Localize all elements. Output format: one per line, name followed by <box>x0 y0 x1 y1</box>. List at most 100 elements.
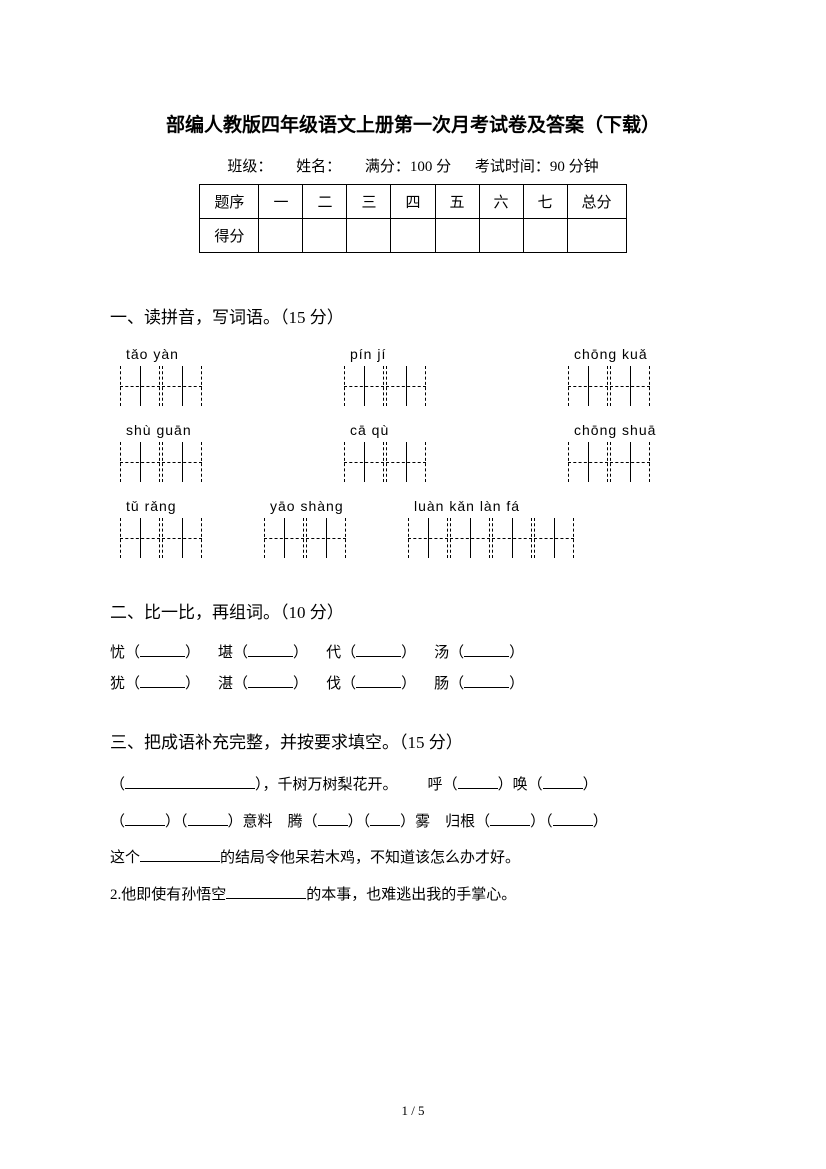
blank <box>458 773 498 789</box>
blank <box>248 672 293 688</box>
text: 雾 <box>415 814 430 830</box>
pinyin-text: shù guān <box>120 422 192 438</box>
char-box <box>610 442 650 482</box>
char-box <box>610 366 650 406</box>
fullscore-label: 满分：100 分 <box>365 159 451 175</box>
score-cell <box>435 219 479 253</box>
blank <box>464 672 509 688</box>
table-row: 题序 一 二 三 四 五 六 七 总分 <box>200 185 626 219</box>
score-cell <box>347 219 391 253</box>
score-cell <box>479 219 523 253</box>
score-cell <box>523 219 567 253</box>
char-box <box>344 442 384 482</box>
char-box <box>450 518 490 558</box>
score-cell <box>303 219 347 253</box>
blank <box>356 672 401 688</box>
s2-item: 湛（） <box>218 676 308 692</box>
text: 这个 <box>110 850 140 866</box>
pinyin-text: chōng kuǎ <box>568 346 648 362</box>
s3-line-4: 2.他即使有孙悟空的本事，也难逃出我的手掌心。 <box>110 881 716 910</box>
char-box <box>120 518 160 558</box>
char-box <box>386 366 426 406</box>
table-row: 得分 <box>200 219 626 253</box>
blank <box>226 883 306 899</box>
text: 2.他即使有孙悟空 <box>110 887 226 903</box>
char-box <box>162 366 202 406</box>
col-header: 一 <box>259 185 303 219</box>
section1-body: tǎo yàn pín jí chōng kuǎ shù guān cā qù chōng… <box>110 346 716 558</box>
text: 归根 <box>445 814 475 830</box>
pinyin-text: tǎo yàn <box>120 346 179 362</box>
blank <box>464 641 509 657</box>
s2-item: 犹（） <box>110 676 200 692</box>
pinyin-group: cā qù <box>344 422 428 482</box>
blank <box>140 672 185 688</box>
pinyin-text: cā qù <box>344 422 389 438</box>
col-header: 二 <box>303 185 347 219</box>
section1-header: 一、读拼音，写词语。（15 分） <box>110 303 716 328</box>
blank <box>356 641 401 657</box>
s2-line: 忧（）堪（）代（）汤（） <box>110 641 716 662</box>
blank <box>140 846 220 862</box>
char-boxes <box>264 518 348 558</box>
row-header: 得分 <box>200 219 259 253</box>
text: 的结局令他呆若木鸡，不知道该怎么办才好。 <box>220 850 520 866</box>
col-header: 七 <box>523 185 567 219</box>
char-box <box>120 366 160 406</box>
char-boxes <box>344 366 428 406</box>
text: 意料 <box>243 814 273 830</box>
pinyin-text: tǔ rǎng <box>120 498 177 514</box>
pinyin-row: shù guān cā qù chōng shuā <box>110 422 716 482</box>
blank <box>370 810 400 826</box>
pinyin-group: shù guān <box>120 422 204 482</box>
blank <box>553 810 593 826</box>
pinyin-group: pín jí <box>344 346 428 406</box>
score-cell <box>259 219 303 253</box>
char-boxes <box>568 366 652 406</box>
char-boxes <box>120 518 204 558</box>
text: 呼 <box>428 777 443 793</box>
blank <box>543 773 583 789</box>
s2-item: 代（） <box>326 645 416 661</box>
meta-row: 班级： 姓名： 满分：100 分 考试时间：90 分钟 <box>110 155 716 176</box>
pinyin-group: chōng shuā <box>568 422 656 482</box>
char-box <box>534 518 574 558</box>
score-cell <box>391 219 435 253</box>
s2-line: 犹（）湛（）伐（）肠（） <box>110 672 716 693</box>
blank <box>490 810 530 826</box>
s3-line-3: 这个 的结局令他呆若木鸡，不知道该怎么办才好。 <box>110 844 716 873</box>
blank <box>248 641 293 657</box>
score-table: 题序 一 二 三 四 五 六 七 总分 得分 <box>199 184 626 253</box>
pinyin-text: pín jí <box>344 346 386 362</box>
char-box <box>162 518 202 558</box>
pinyin-text: luàn kǎn làn fá <box>408 498 520 514</box>
char-box <box>386 442 426 482</box>
blank <box>318 810 348 826</box>
name-label: 姓名： <box>296 159 341 175</box>
pinyin-group: chōng kuǎ <box>568 346 652 406</box>
s2-item: 忧（） <box>110 645 200 661</box>
char-box <box>264 518 304 558</box>
s2-item: 堪（） <box>218 645 308 661</box>
char-box <box>120 442 160 482</box>
char-box <box>568 366 608 406</box>
section3-header: 三、把成语补充完整，并按要求填空。（15 分） <box>110 728 716 753</box>
class-label: 班级： <box>227 159 272 175</box>
total-cell <box>567 219 626 253</box>
row-header: 题序 <box>200 185 259 219</box>
pinyin-group: tǔ rǎng <box>120 498 204 558</box>
s3-line-2: （）（）意料 腾（）（）雾 归根（）（） <box>110 808 716 837</box>
pinyin-group: yāo shàng <box>264 498 348 558</box>
char-box <box>408 518 448 558</box>
char-box <box>344 366 384 406</box>
col-header: 五 <box>435 185 479 219</box>
pinyin-text: yāo shàng <box>264 498 344 514</box>
text: 腾 <box>288 814 303 830</box>
pinyin-row: tǔ rǎng yāo shàng luàn kǎn làn fá <box>110 498 716 558</box>
page-footer: 1 / 5 <box>0 1103 826 1119</box>
total-header: 总分 <box>567 185 626 219</box>
char-boxes <box>568 442 652 482</box>
char-boxes <box>120 442 204 482</box>
s2-item: 伐（） <box>326 676 416 692</box>
pinyin-text: chōng shuā <box>568 422 656 438</box>
